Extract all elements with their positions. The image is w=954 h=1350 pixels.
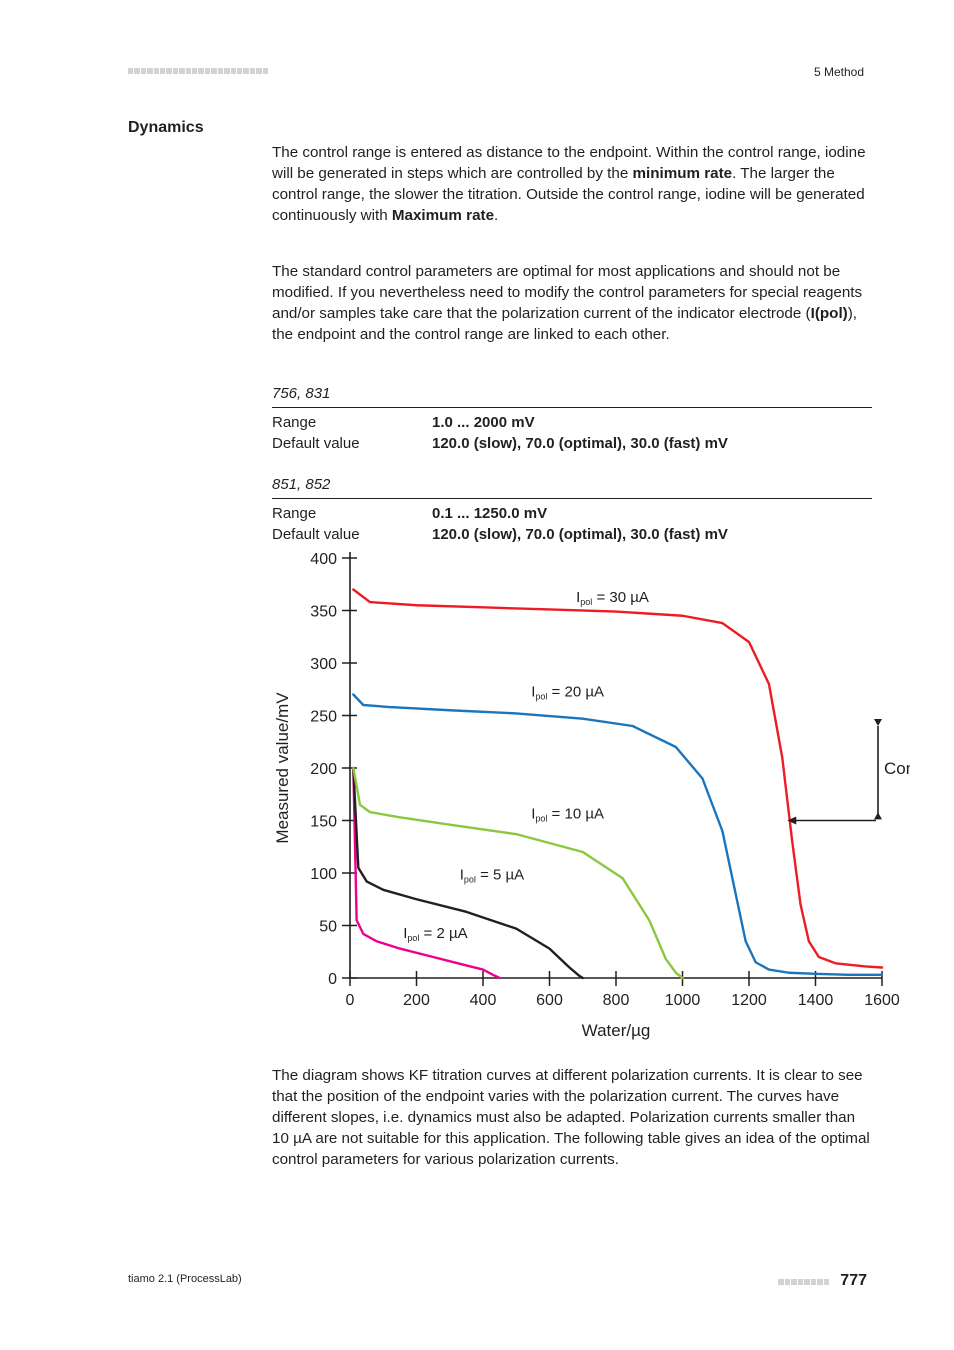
- svg-text:0: 0: [346, 992, 355, 1009]
- paragraph-dynamics-1: The control range is entered as distance…: [272, 143, 872, 227]
- section-heading: Dynamics: [128, 119, 204, 137]
- param-range-label: Range: [272, 412, 432, 434]
- svg-text:800: 800: [603, 992, 630, 1009]
- header-section-ref: 5 Method: [814, 65, 864, 79]
- svg-text:600: 600: [536, 992, 563, 1009]
- svg-text:400: 400: [470, 992, 497, 1009]
- text-bold: I(pol): [811, 305, 848, 322]
- text-bold: minimum rate: [633, 165, 733, 182]
- svg-text:Ipol = 5 µA: Ipol = 5 µA: [460, 866, 524, 884]
- svg-text:1400: 1400: [798, 992, 834, 1009]
- svg-text:Ipol = 2 µA: Ipol = 2 µA: [403, 925, 467, 943]
- svg-text:200: 200: [310, 761, 337, 778]
- svg-text:Water/µg: Water/µg: [582, 1021, 651, 1040]
- param-range-value: 1.0 ... 2000 mV: [432, 412, 872, 434]
- param-range-label: Range: [272, 503, 432, 525]
- svg-text:1600: 1600: [864, 992, 900, 1009]
- svg-text:Ipol = 30 µA: Ipol = 30 µA: [576, 589, 649, 607]
- svg-text:300: 300: [310, 656, 337, 673]
- param-default-value: 120.0 (slow), 70.0 (optimal), 30.0 (fast…: [432, 524, 872, 546]
- text-bold: Maximum rate: [392, 207, 494, 224]
- param-block-756-831: 756, 831 Range 1.0 ... 2000 mV Default v…: [272, 384, 872, 455]
- svg-text:Ipol = 10 µA: Ipol = 10 µA: [531, 805, 604, 823]
- text: .: [494, 207, 498, 224]
- svg-text:150: 150: [310, 814, 337, 831]
- header-decor: [128, 68, 268, 76]
- svg-text:250: 250: [310, 709, 337, 726]
- svg-text:Measured value/mV: Measured value/mV: [273, 692, 292, 844]
- svg-text:400: 400: [310, 551, 337, 568]
- kf-titration-chart: 0 200 400 600 800 1000 1200 1400 1600 0 50 100 150 20…: [272, 548, 910, 1053]
- svg-text:1200: 1200: [731, 992, 767, 1009]
- param-default-label: Default value: [272, 524, 432, 546]
- svg-text:100: 100: [310, 866, 337, 883]
- paragraph-dynamics-2: The standard control parameters are opti…: [272, 262, 872, 346]
- svg-text:50: 50: [319, 919, 337, 936]
- text: The standard control parameters are opti…: [272, 263, 862, 322]
- footer-decor: [778, 1279, 829, 1285]
- svg-text:Cont: Cont: [884, 759, 910, 778]
- param-range-value: 0.1 ... 1250.0 mV: [432, 503, 872, 525]
- footer-doc: tiamo 2.1 (ProcessLab): [128, 1273, 242, 1285]
- param-block-851-852: 851, 852 Range 0.1 ... 1250.0 mV Default…: [272, 475, 872, 546]
- svg-text:350: 350: [310, 604, 337, 621]
- param-model: 756, 831: [272, 384, 872, 408]
- footer-page: 777: [840, 1272, 867, 1290]
- svg-text:200: 200: [403, 992, 430, 1009]
- param-default-label: Default value: [272, 433, 432, 455]
- svg-text:Ipol = 20 µA: Ipol = 20 µA: [531, 684, 604, 702]
- param-model: 851, 852: [272, 475, 872, 499]
- paragraph-chart-explain: The diagram shows KF titration curves at…: [272, 1066, 872, 1171]
- param-default-value: 120.0 (slow), 70.0 (optimal), 30.0 (fast…: [432, 433, 872, 455]
- svg-text:1000: 1000: [665, 992, 701, 1009]
- svg-text:0: 0: [328, 971, 337, 988]
